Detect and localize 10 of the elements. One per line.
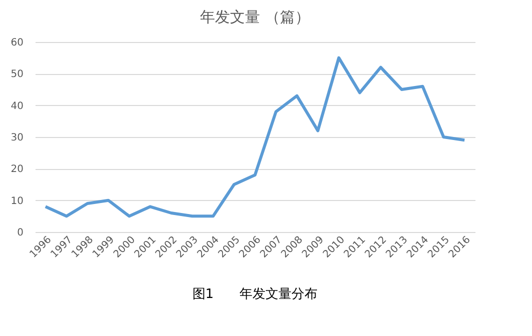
line-series [44,56,466,218]
y-tick-label: 10 [10,196,24,207]
caption: 图1 年发文量分布 [192,287,318,302]
y-tick-label: 20 [10,164,24,176]
y-tick-label: 60 [10,38,24,48]
y-tick-label: 0 [17,228,24,238]
chart-title: 年发文量 （篇） [200,8,310,26]
y-tick-label: 40 [10,100,24,112]
y-tick-label: 30 [10,132,24,144]
y-tick-label: 50 [10,69,24,80]
